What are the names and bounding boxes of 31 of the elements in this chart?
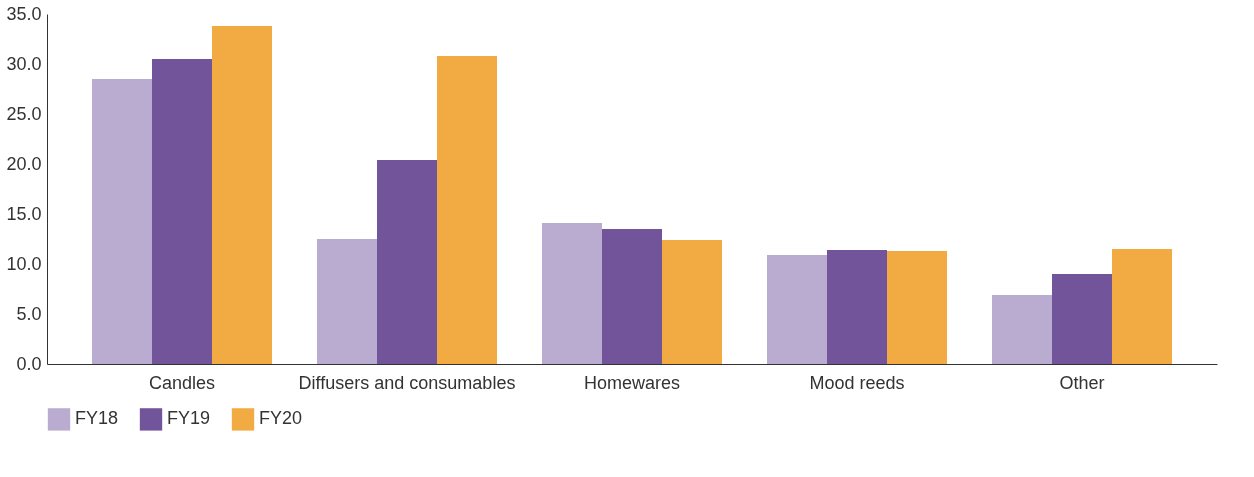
x-tick-label: Diffusers and consumables bbox=[298, 372, 516, 393]
y-tick-label: 5.0 bbox=[16, 303, 42, 324]
y-tick-label: 10.0 bbox=[6, 253, 42, 274]
y-tick-label: 30.0 bbox=[6, 53, 42, 74]
bar bbox=[992, 295, 1052, 364]
bar bbox=[767, 255, 827, 364]
y-tick-label: 0.0 bbox=[16, 353, 42, 374]
legend-label: FY20 bbox=[259, 408, 303, 429]
x-tick-label: Mood reeds bbox=[809, 372, 905, 393]
bar bbox=[317, 239, 377, 364]
y-tick-label: 25.0 bbox=[6, 103, 42, 124]
bar bbox=[542, 223, 602, 364]
legend-label: FY19 bbox=[167, 408, 211, 429]
y-tick-label: 20.0 bbox=[6, 153, 42, 174]
bar bbox=[152, 59, 212, 364]
bar bbox=[1112, 249, 1172, 364]
bar bbox=[437, 56, 497, 364]
y-tick-label: 35.0 bbox=[6, 3, 42, 24]
bar bbox=[602, 229, 662, 364]
x-tick-label: Candles bbox=[148, 372, 216, 393]
bar bbox=[887, 251, 947, 364]
legend-label: FY18 bbox=[75, 408, 119, 429]
y-tick-label: 15.0 bbox=[6, 203, 42, 224]
x-tick-label: Homewares bbox=[583, 372, 681, 393]
x-tick-label: Other bbox=[1059, 372, 1105, 393]
bar bbox=[662, 240, 722, 364]
bar bbox=[377, 160, 437, 364]
bar bbox=[212, 26, 272, 364]
bar bbox=[827, 250, 887, 364]
bar bbox=[92, 79, 152, 364]
bar bbox=[1052, 274, 1112, 364]
